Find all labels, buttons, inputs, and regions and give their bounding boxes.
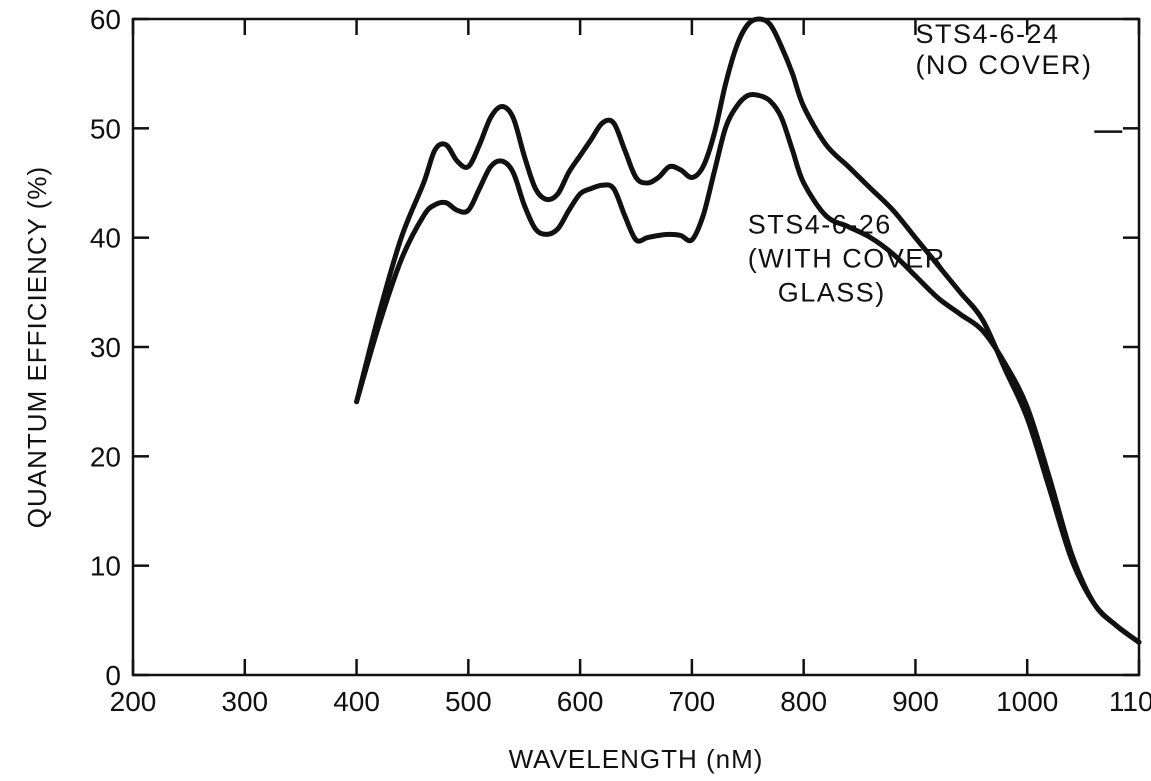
annotation-no-cover: STS4-6-24: [915, 19, 1059, 49]
y-tick-label: 10: [90, 551, 121, 582]
y-tick-label: 50: [90, 113, 121, 144]
x-tick-label: 500: [445, 686, 492, 717]
x-tick-label: 600: [557, 686, 604, 717]
y-tick-label: 40: [90, 223, 121, 254]
annotation-with-cover-glass: STS4-6-26: [748, 209, 892, 239]
annotation-with-cover-glass: GLASS): [778, 277, 886, 307]
series-annotations: STS4-6-24(NO COVER) STS4-6-26 (WITH COVER G…: [748, 19, 1123, 307]
x-axis-label: WAVELENGTH (nM): [509, 744, 764, 774]
axis-ticks: [131, 17, 1141, 677]
series-lines: [354, 16, 1142, 645]
y-axis-label: QUANTUM EFFICIENCY (%): [22, 166, 52, 528]
y-tick-label: 30: [90, 332, 121, 363]
y-tick-label: 0: [105, 660, 121, 691]
series-line-with-cover-glass: [354, 91, 1142, 645]
annotation-with-cover-glass: (WITH COVER: [748, 243, 946, 273]
plot-frame: [131, 17, 1141, 677]
annotation-no-cover: (NO COVER): [915, 50, 1092, 80]
series-line-no-cover: [354, 16, 1142, 645]
x-tick-label: 1000: [996, 686, 1058, 717]
x-tick-label: 900: [892, 686, 939, 717]
y-tick-label: 60: [90, 4, 121, 35]
x-tick-label: 200: [110, 686, 157, 717]
x-tick-label: 400: [333, 686, 380, 717]
y-tick-label: 20: [90, 441, 121, 472]
x-tick-label: 700: [669, 686, 716, 717]
x-tick-label: 300: [221, 686, 268, 717]
x-tick-label: 800: [780, 686, 827, 717]
